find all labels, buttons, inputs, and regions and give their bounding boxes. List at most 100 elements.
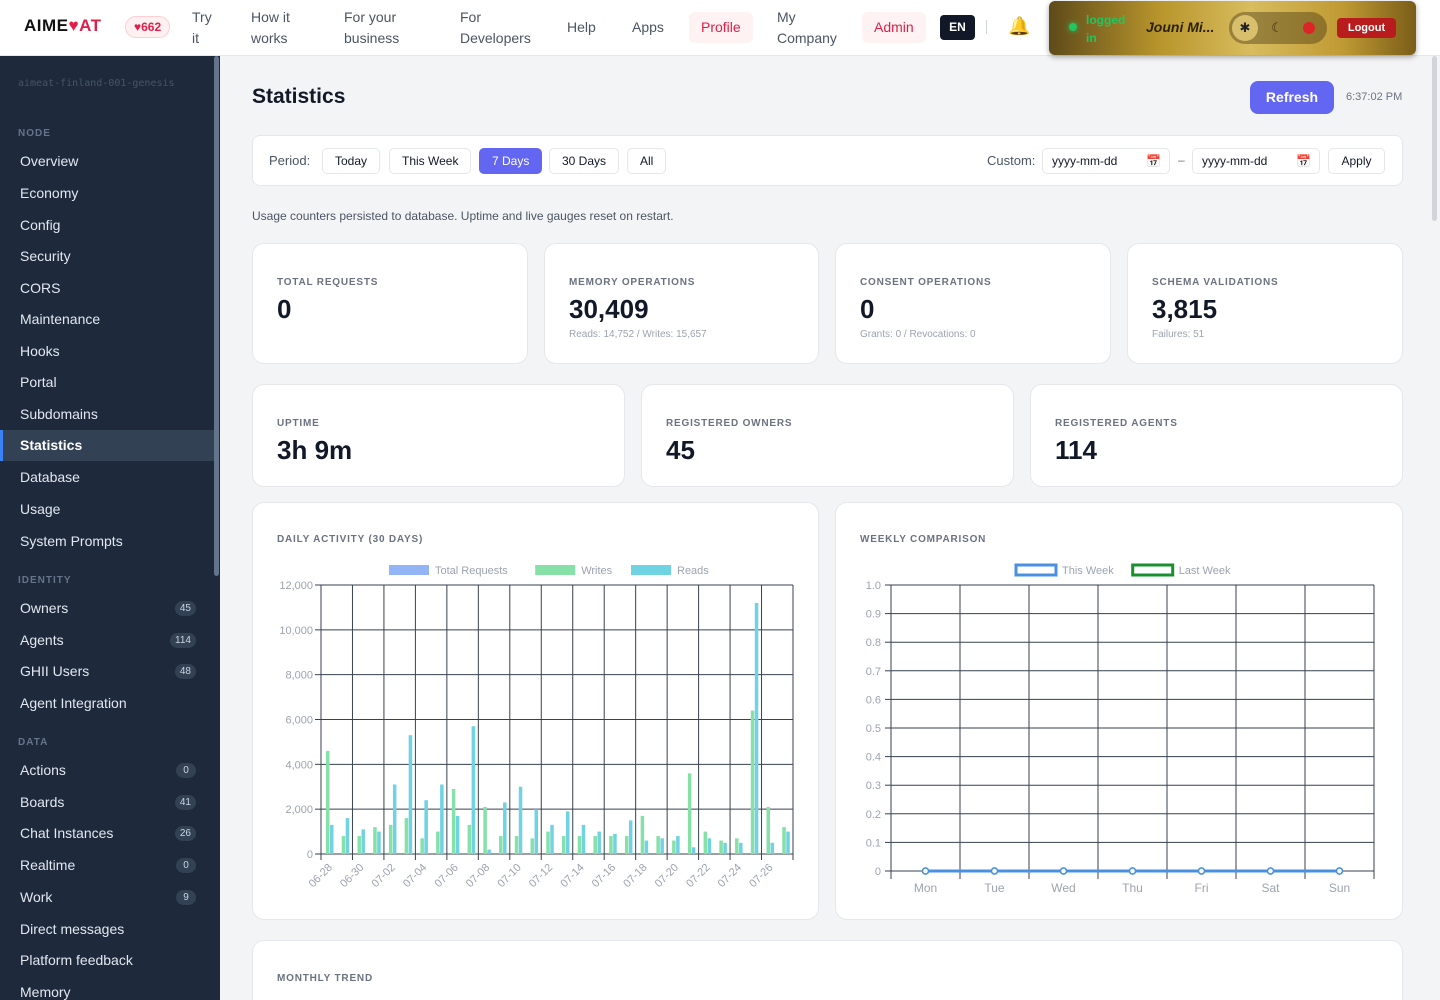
sidebar-item-cors[interactable]: CORS [20, 280, 61, 296]
record-icon[interactable] [1296, 15, 1322, 41]
main-content: Statistics Refresh 6:37:02 PM Period: To… [220, 56, 1440, 1000]
period-30-days-button[interactable]: 30 Days [549, 148, 620, 174]
nav-my-company[interactable]: My Company [777, 9, 837, 46]
bar-writes [719, 840, 723, 854]
sidebar-item-work[interactable]: Work 9 [0, 882, 214, 913]
stat-card-schema-validations: SCHEMA VALIDATIONS 3,815 Failures: 51 [1127, 243, 1403, 364]
bar-reads [660, 838, 664, 854]
sidebar-item-portal[interactable]: Portal [20, 374, 57, 390]
section-label-node: NODE [18, 128, 51, 139]
sidebar-item-agents[interactable]: Agents 114 [0, 625, 214, 656]
bar-reads [377, 831, 381, 854]
sidebar-item-direct-messages[interactable]: Direct messages [20, 921, 125, 937]
sidebar-item-platform-feedback[interactable]: Platform feedback [20, 952, 133, 968]
count-badge: 0 [176, 858, 196, 873]
calendar-icon[interactable]: 📅 [1296, 154, 1311, 168]
sidebar-item-realtime[interactable]: Realtime 0 [0, 850, 214, 881]
bar-reads [581, 824, 586, 854]
sidebar-item-subdomains[interactable]: Subdomains [20, 406, 98, 422]
bar-reads [739, 842, 743, 854]
sidebar-item-security[interactable]: Security [20, 248, 71, 264]
nav-how-it-works[interactable]: How it works [251, 9, 290, 46]
sidebar-item-config[interactable]: Config [20, 217, 61, 233]
bar-reads [345, 818, 350, 854]
sidebar-scrollbar[interactable] [214, 56, 219, 576]
sidebar-item-economy[interactable]: Economy [20, 185, 79, 201]
sidebar-item-owners[interactable]: Owners 45 [0, 593, 214, 624]
nav-try-it[interactable]: Try it [192, 9, 212, 46]
sidebar-item-hooks[interactable]: Hooks [20, 343, 60, 359]
sidebar-item-ghii-users[interactable]: GHII Users 48 [0, 656, 214, 687]
usage-note: Usage counters persisted to database. Up… [252, 209, 674, 223]
sidebar-item-memory[interactable]: Memory [20, 984, 71, 1000]
bar-writes [546, 831, 550, 854]
likes-badge[interactable]: ♥662 [125, 16, 171, 38]
daily-activity-chart: Total Requests Writes Reads 0 2,000 4,000 6,00… [279, 565, 794, 890]
x-tick-label: Mon [914, 881, 937, 895]
period-all-button[interactable]: All [627, 148, 667, 174]
bar-writes [640, 815, 645, 854]
bell-icon[interactable]: 🔔 [1008, 16, 1031, 36]
sidebar-item-maintenance[interactable]: Maintenance [20, 311, 101, 327]
bar-reads [503, 802, 507, 854]
data-point-this-week [990, 867, 999, 875]
stat-card-uptime: UPTIME 3h 9m [252, 384, 625, 487]
refresh-button[interactable]: Refresh [1250, 81, 1334, 114]
bar-reads [455, 815, 460, 854]
sun-icon[interactable]: ✱ [1232, 15, 1258, 41]
section-label-identity: IDENTITY [18, 575, 72, 586]
stat-value: 30,409 [569, 294, 649, 324]
weekly-comparison-chart: This Week Last Week 0 0.1 0.2 0.3 0.4 0.5 0.6 0.7… [866, 563, 1375, 895]
sidebar-item-actions[interactable]: Actions 0 [0, 755, 214, 786]
y-tick-label: 0.6 [866, 694, 881, 706]
bar-reads [408, 735, 413, 854]
sidebar-item-system-prompts[interactable]: System Prompts [20, 533, 123, 549]
calendar-icon[interactable]: 📅 [1146, 154, 1161, 168]
bar-writes [483, 806, 487, 854]
period-this-week-button[interactable]: This Week [389, 148, 472, 174]
period-today-button[interactable]: Today [322, 148, 381, 174]
nav-admin[interactable]: Admin [862, 12, 926, 43]
nav-profile[interactable]: Profile [689, 12, 753, 43]
apply-button[interactable]: Apply [1328, 148, 1385, 174]
nav-for-developers[interactable]: For Developers [460, 9, 531, 46]
date-from-field[interactable]: yyyy-mm-dd 📅 [1042, 148, 1170, 174]
sidebar-item-label: Boards [20, 794, 65, 810]
main-scrollbar[interactable] [1432, 56, 1437, 221]
period-7-days-button[interactable]: 7 Days [479, 148, 543, 174]
legend-label: Reads [677, 565, 709, 577]
sidebar-item-overview[interactable]: Overview [20, 153, 79, 169]
x-tick-label: 07-04 [401, 862, 429, 890]
user-name[interactable]: Jouni Mi... [1146, 19, 1215, 35]
sidebar-item-usage[interactable]: Usage [20, 501, 61, 517]
sidebar: aimeat-finland-001-genesis NODE Overview… [0, 56, 220, 1000]
sidebar-item-statistics[interactable]: Statistics [0, 430, 214, 461]
sidebar-item-boards[interactable]: Boards 41 [0, 787, 214, 818]
moon-icon[interactable]: ☾ [1271, 20, 1283, 35]
y-tick-label: 1.0 [866, 580, 881, 592]
sidebar-item-chat-instances[interactable]: Chat Instances 26 [0, 818, 214, 849]
y-tick-label: 2,000 [285, 804, 313, 816]
sidebar-item-label: Owners [20, 600, 69, 616]
nav-apps[interactable]: Apps [632, 19, 664, 35]
language-switch[interactable]: EN [940, 15, 975, 40]
legend-swatch [1014, 563, 1058, 577]
legend-swatch [631, 565, 671, 575]
online-status-dot [1069, 23, 1077, 31]
bar-writes [656, 836, 660, 854]
brand-logo[interactable]: AIME♥AT [24, 16, 102, 36]
sidebar-item-label: Actions [20, 762, 66, 778]
nav-help[interactable]: Help [567, 19, 596, 35]
stat-label: SCHEMA VALIDATIONS [1152, 277, 1279, 288]
stat-value: 0 [277, 294, 292, 324]
bar-writes [467, 824, 472, 854]
nav-for-business[interactable]: For your business [344, 9, 400, 46]
bar-writes [782, 827, 786, 854]
sidebar-item-database[interactable]: Database [20, 469, 80, 485]
bar-writes [420, 838, 424, 854]
date-to-field[interactable]: yyyy-mm-dd 📅 [1192, 148, 1320, 174]
logout-button[interactable]: Logout [1337, 18, 1396, 38]
sidebar-item-agent-integration[interactable]: Agent Integration [20, 695, 127, 711]
bar-writes [404, 818, 409, 854]
stat-sub: Failures: 51 [1152, 329, 1205, 340]
